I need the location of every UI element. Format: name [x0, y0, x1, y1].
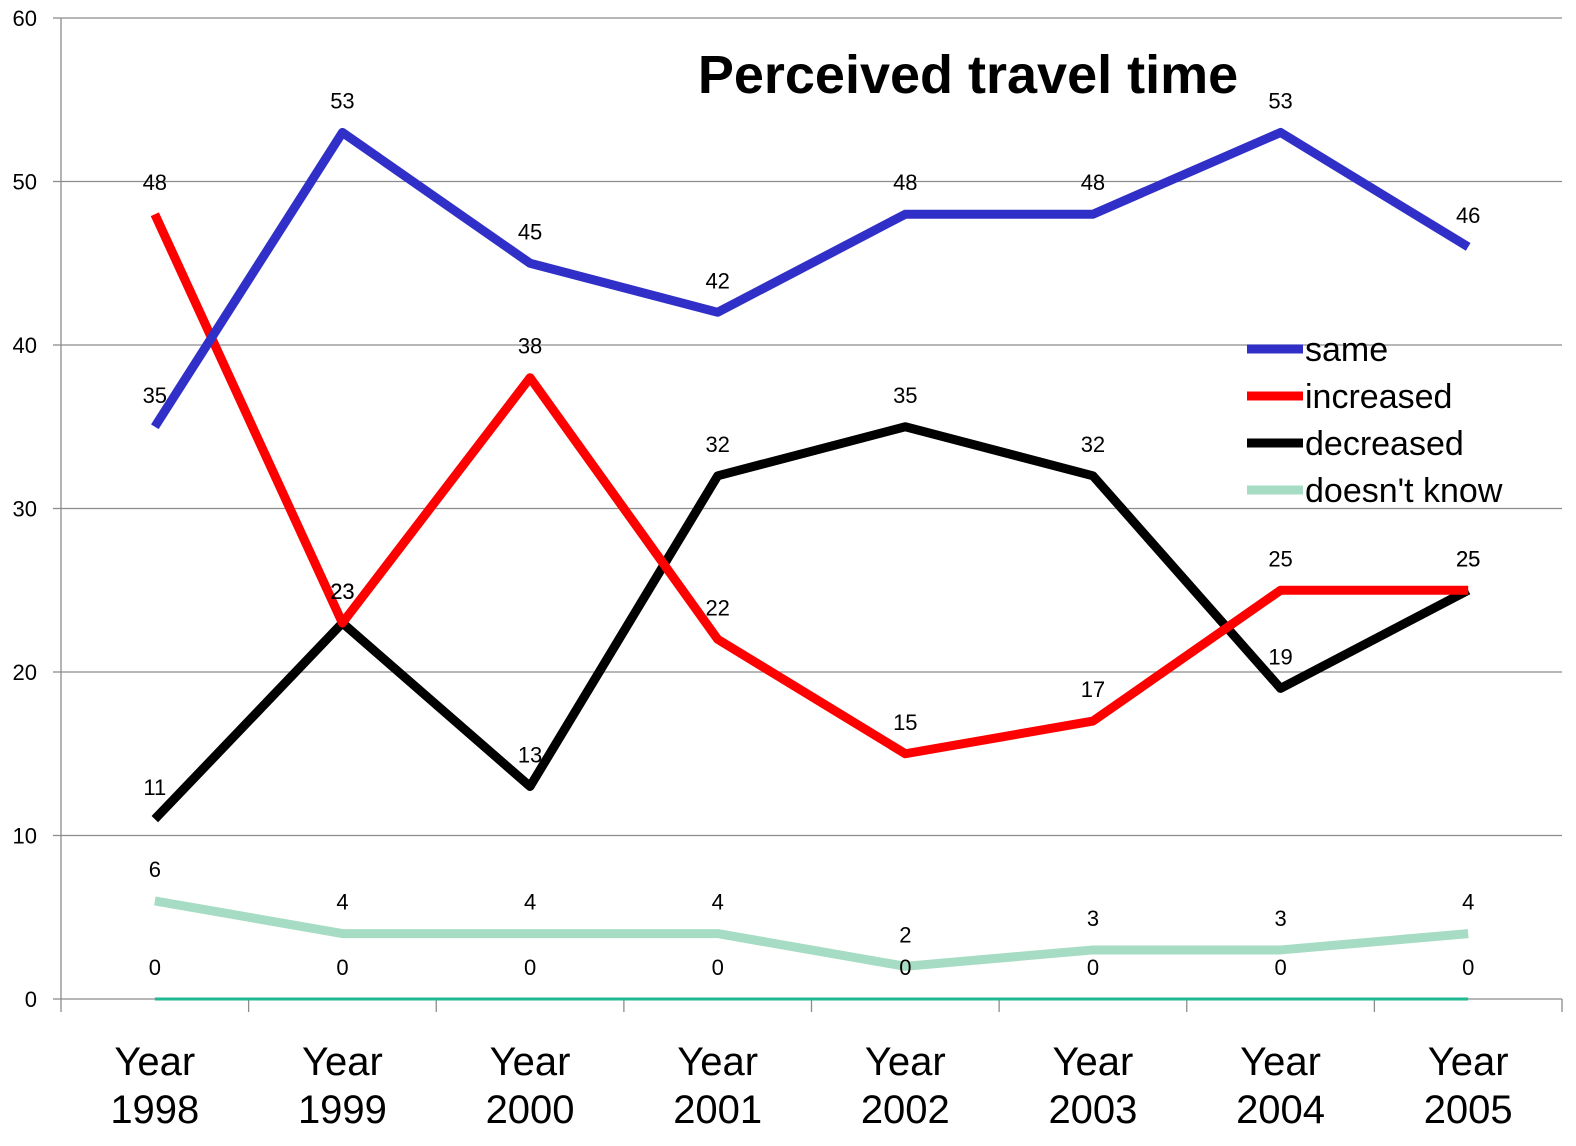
series-lines [150, 127, 1471, 1001]
data-label: 0 [336, 955, 348, 980]
legend-label: decreased [1305, 425, 1464, 463]
data-label: 0 [712, 955, 724, 980]
y-tick-label: 60 [13, 6, 37, 31]
data-label: 0 [1274, 955, 1286, 980]
data-label: 0 [1087, 955, 1099, 980]
data-label: 4 [336, 890, 348, 915]
y-tick-label: 10 [13, 824, 37, 849]
x-category-label: Year 1998 [110, 1040, 199, 1132]
series-line-increased [150, 212, 1469, 759]
data-label: 0 [1462, 955, 1474, 980]
data-label: 38 [518, 334, 542, 359]
data-label: 23 [330, 579, 354, 604]
data-label: 48 [1081, 170, 1105, 195]
data-label: 0 [899, 955, 911, 980]
data-label: 25 [1456, 546, 1480, 571]
data-label: 32 [1081, 432, 1105, 457]
legend-label: doesn't know [1305, 472, 1503, 510]
legend-label: increased [1305, 378, 1452, 416]
data-label: 35 [143, 383, 167, 408]
series-line-decreased [151, 422, 1471, 823]
y-tick-label: 40 [13, 333, 37, 358]
data-label: 6 [149, 857, 161, 882]
x-category-label: Year 2001 [673, 1040, 762, 1132]
data-label: 4 [1462, 890, 1474, 915]
x-category-label: Year 2002 [861, 1040, 950, 1132]
x-category-label: Year 2004 [1236, 1040, 1325, 1132]
data-label: 32 [705, 432, 729, 457]
data-label: 4 [524, 890, 536, 915]
data-label: 4 [712, 890, 724, 915]
y-tick-label: 50 [13, 170, 37, 195]
data-label: 53 [330, 88, 354, 113]
data-label: 19 [1268, 644, 1292, 669]
data-label: 25 [1456, 546, 1480, 571]
chart-title: Perceived travel time [698, 45, 1238, 105]
x-category-label: Year 2005 [1424, 1040, 1513, 1132]
data-label: 53 [1268, 88, 1292, 113]
x-category-label: Year 2000 [486, 1040, 575, 1132]
data-label: 0 [149, 955, 161, 980]
y-tick-label: 30 [13, 497, 37, 522]
data-label: 17 [1081, 677, 1105, 702]
data-label: 22 [705, 595, 729, 620]
y-tick-label: 0 [25, 987, 37, 1012]
data-label: 11 [143, 775, 166, 800]
data-label: 23 [330, 579, 354, 604]
data-label: 48 [143, 170, 167, 195]
x-category-label: Year 2003 [1048, 1040, 1137, 1132]
series-line-doesn-t-know [154, 896, 1469, 971]
data-label: 25 [1268, 546, 1292, 571]
data-label: 35 [893, 383, 917, 408]
data-label: 46 [1456, 203, 1480, 228]
data-label: 42 [705, 268, 729, 293]
data-label: 3 [1087, 906, 1099, 931]
data-label: 45 [518, 219, 542, 244]
legend-label: same [1305, 331, 1388, 369]
data-label: 3 [1274, 906, 1286, 931]
x-category-label: Year 1999 [298, 1040, 387, 1132]
data-label: 0 [524, 955, 536, 980]
data-label: 2 [899, 922, 911, 947]
data-label: 13 [518, 742, 542, 767]
series-line-same [151, 127, 1471, 430]
legend: same increased decreased doesn't know [1247, 331, 1503, 510]
data-label: 15 [893, 710, 917, 735]
y-tick-label: 20 [13, 660, 37, 685]
data-label: 48 [893, 170, 917, 195]
